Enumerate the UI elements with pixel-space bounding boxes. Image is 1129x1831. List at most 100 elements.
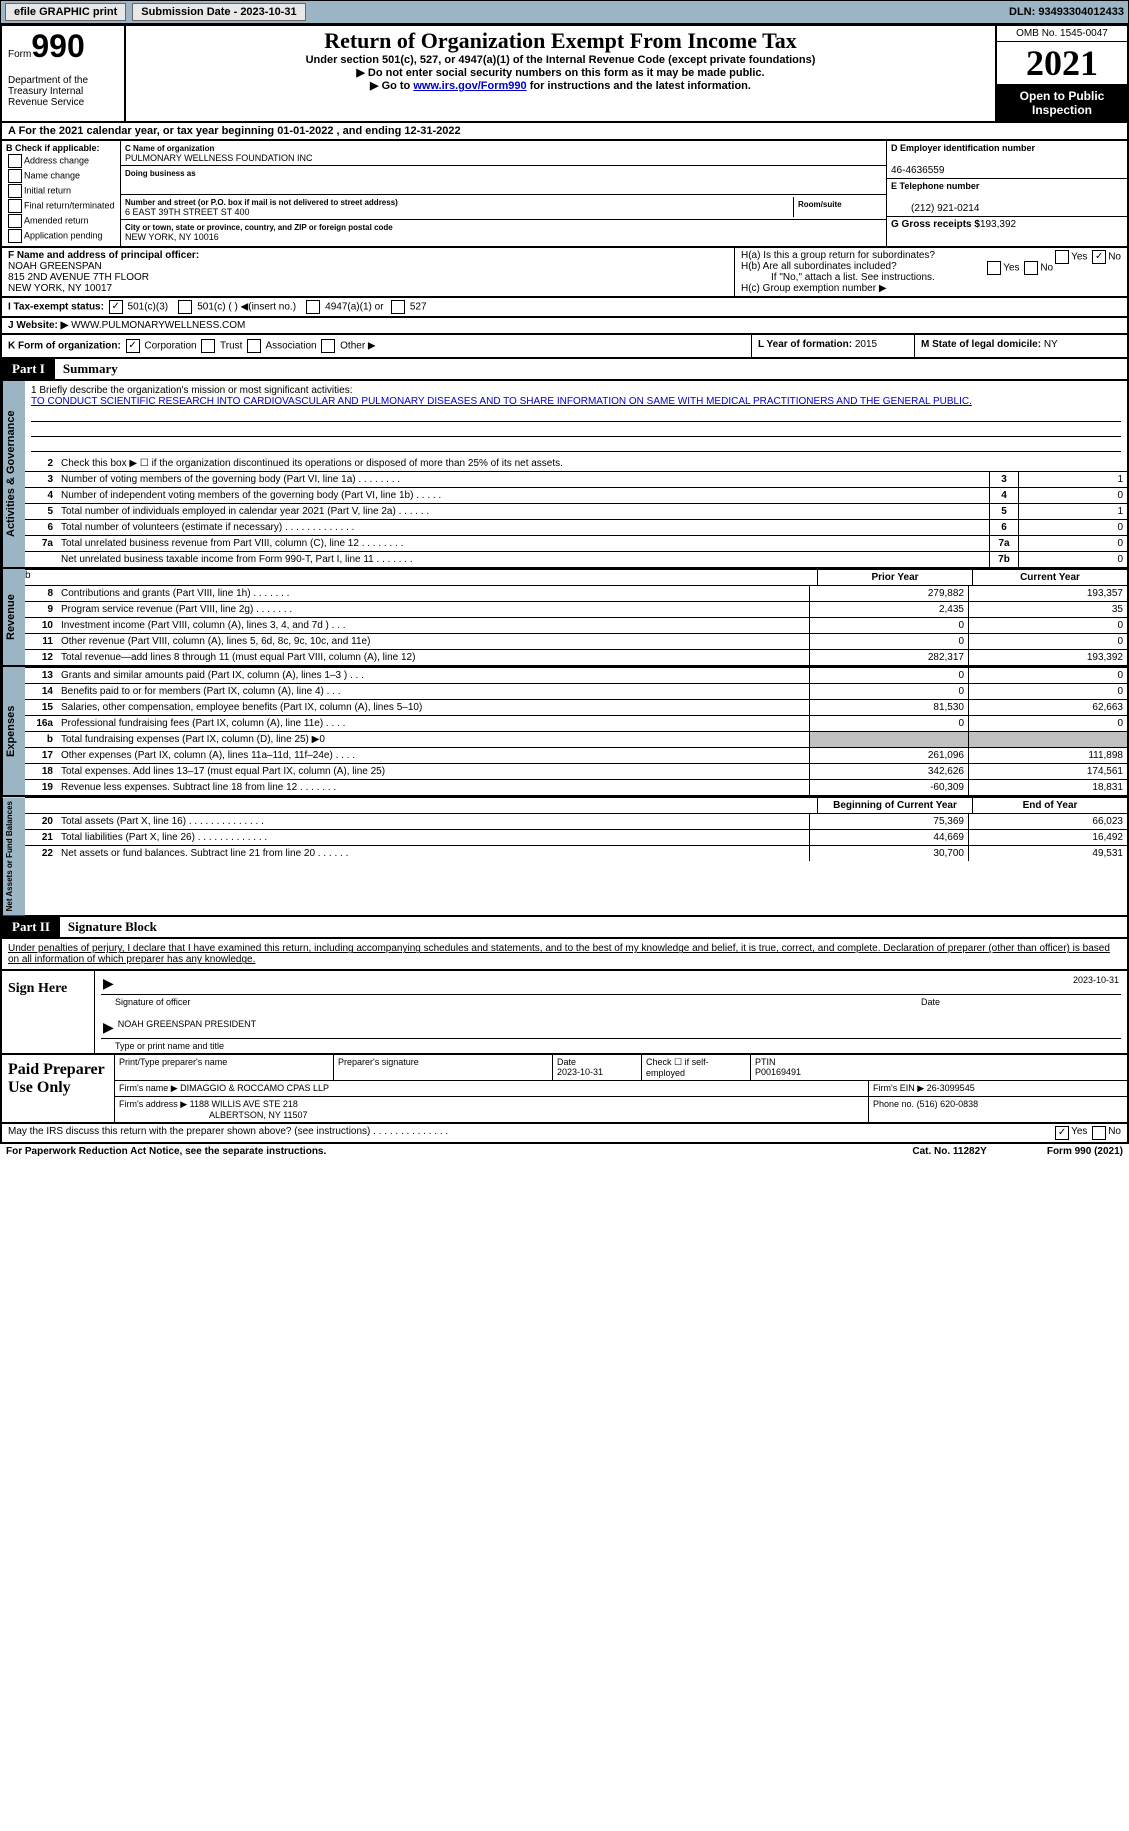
open-inspection: Open to Public Inspection: [997, 85, 1127, 121]
expenses-section: Expenses 13Grants and similar amounts pa…: [0, 667, 1129, 797]
arrow-icon: ▶: [103, 975, 114, 992]
chk-assoc[interactable]: [247, 339, 261, 353]
topbar: efile GRAPHIC print Submission Date - 20…: [0, 0, 1129, 24]
chk-trust[interactable]: [201, 339, 215, 353]
officer-name: NOAH GREENSPAN: [8, 261, 102, 272]
form-sub1: Under section 501(c), 527, or 4947(a)(1)…: [132, 54, 989, 66]
form-header: Form990 Department of the Treasury Inter…: [0, 24, 1129, 123]
name-label: Type or print name and title: [101, 1041, 1121, 1051]
form-word: Form: [8, 49, 31, 60]
form-number: 990: [31, 28, 84, 64]
chk-corp[interactable]: ✓: [126, 339, 140, 353]
paid-preparer: Paid Preparer Use Only: [2, 1055, 115, 1122]
discuss-no[interactable]: [1092, 1126, 1106, 1140]
mission-label: 1 Briefly describe the organization's mi…: [31, 385, 353, 396]
tel-label: E Telephone number: [891, 181, 979, 191]
part2-header: Part II Signature Block: [0, 917, 1129, 939]
ps-label: Preparer's signature: [338, 1057, 419, 1067]
footer: For Paperwork Reduction Act Notice, see …: [0, 1144, 1129, 1159]
year: 2021: [997, 42, 1127, 85]
chk-501c3[interactable]: ✓: [109, 300, 123, 314]
faddr1: 1188 WILLIS AVE STE 218: [190, 1099, 298, 1109]
year-formation: 2015: [855, 339, 877, 350]
prep-date: 2023-10-31: [557, 1067, 603, 1077]
blank-line: [31, 437, 1121, 452]
revenue-section: Revenue bPrior YearCurrent Year 8Contrib…: [0, 569, 1129, 667]
current-hdr: Current Year: [972, 570, 1127, 585]
k-label: K Form of organization:: [8, 341, 121, 352]
vtab-net: Net Assets or Fund Balances: [2, 797, 25, 915]
row-a-text: A For the 2021 calendar year, or tax yea…: [8, 125, 461, 137]
net-section: Net Assets or Fund Balances Beginning of…: [0, 797, 1129, 917]
efile-button[interactable]: efile GRAPHIC print: [5, 3, 126, 21]
submission-button[interactable]: Submission Date - 2023-10-31: [132, 3, 305, 21]
dept: Department of the Treasury Internal Reve…: [8, 75, 118, 108]
part1-header: Part I Summary: [0, 359, 1129, 381]
faddr-label: Firm's address ▶: [119, 1099, 187, 1109]
addr-label: Number and street (or P.O. box if mail i…: [125, 198, 398, 207]
ein-label: D Employer identification number: [891, 143, 1035, 153]
hb-no[interactable]: [1024, 261, 1038, 275]
sign-here: Sign Here: [2, 971, 95, 1053]
sign-block: Sign Here ▶2023-10-31 Signature of offic…: [0, 971, 1129, 1055]
dba-label: Doing business as: [125, 169, 196, 178]
chk-501cn[interactable]: [178, 300, 192, 314]
part1-badge: Part I: [2, 359, 55, 379]
hb-note: If "No," attach a list. See instructions…: [741, 272, 935, 283]
section-f: F Name and address of principal officer:…: [0, 248, 1129, 298]
c-name-label: C Name of organization: [125, 144, 214, 153]
vtab-revenue: Revenue: [2, 569, 25, 665]
declaration: Under penalties of perjury, I declare th…: [0, 939, 1129, 971]
chk-4947[interactable]: [306, 300, 320, 314]
ha-yes[interactable]: [1055, 250, 1069, 264]
cb-address: Address change: [6, 154, 116, 168]
prior-hdr: Prior Year: [817, 570, 972, 585]
fein: 26-3099545: [927, 1083, 975, 1093]
pd-label: Date: [557, 1057, 576, 1067]
cb-initial: Initial return: [6, 184, 116, 198]
phone: (516) 620-0838: [917, 1099, 979, 1109]
org-name: PULMONARY WELLNESS FOUNDATION INC: [125, 153, 313, 163]
line2: Check this box ▶ ☐ if the organization d…: [57, 456, 1127, 471]
ptin-label: PTIN: [755, 1057, 776, 1067]
l-label: L Year of formation:: [758, 339, 852, 350]
form-sub3b: for instructions and the latest informat…: [527, 80, 751, 92]
irs-link[interactable]: www.irs.gov/Form990: [413, 80, 526, 92]
officer-addr2: NEW YORK, NY 10017: [8, 283, 112, 294]
section-i: I Tax-exempt status: ✓ 501(c)(3) 501(c) …: [0, 298, 1129, 318]
chk-other[interactable]: [321, 339, 335, 353]
footer-left: For Paperwork Reduction Act Notice, see …: [6, 1146, 912, 1157]
bottom-row: May the IRS discuss this return with the…: [0, 1124, 1129, 1144]
form-title: Return of Organization Exempt From Incom…: [132, 28, 989, 54]
firm: DIMAGGIO & ROCCAMO CPAS LLP: [180, 1083, 329, 1093]
arrow-icon: ▶: [103, 1019, 114, 1036]
tel: (212) 921-0214: [891, 203, 979, 214]
eoy-hdr: End of Year: [972, 798, 1127, 813]
pn-label: Print/Type preparer's name: [119, 1057, 227, 1067]
ptin: P00169491: [755, 1067, 801, 1077]
faddr2: ALBERTSON, NY 11507: [119, 1110, 308, 1120]
row-a: A For the 2021 calendar year, or tax yea…: [0, 123, 1129, 141]
room-label: Room/suite: [798, 200, 842, 209]
ha-no[interactable]: ✓: [1092, 250, 1106, 264]
mission-text[interactable]: TO CONDUCT SCIENTIFIC RESEARCH INTO CARD…: [31, 396, 972, 407]
org-city: NEW YORK, NY 10016: [125, 232, 219, 242]
gross-label: G Gross receipts $: [891, 219, 980, 230]
footer-cat: Cat. No. 11282Y: [912, 1146, 986, 1157]
cb-final: Final return/terminated: [6, 199, 116, 213]
firm-label: Firm's name ▶: [119, 1083, 178, 1093]
officer-sig-name: NOAH GREENSPAN PRESIDENT: [118, 1019, 256, 1036]
hb-yes[interactable]: [987, 261, 1001, 275]
footer-right: Form 990 (2021): [1047, 1146, 1123, 1157]
org-addr: 6 EAST 39TH STREET ST 400: [125, 207, 250, 217]
vtab-governance: Activities & Governance: [2, 381, 25, 567]
gross: 193,392: [980, 219, 1016, 230]
discuss-yes[interactable]: ✓: [1055, 1126, 1069, 1140]
form-sub2: ▶ Do not enter social security numbers o…: [132, 66, 989, 79]
discuss-q: May the IRS discuss this return with the…: [8, 1126, 1053, 1140]
chk-527[interactable]: [391, 300, 405, 314]
blank-line: [31, 422, 1121, 437]
cb-name: Name change: [6, 169, 116, 183]
omb: OMB No. 1545-0047: [997, 26, 1127, 42]
officer-addr1: 815 2ND AVENUE 7TH FLOOR: [8, 272, 149, 283]
